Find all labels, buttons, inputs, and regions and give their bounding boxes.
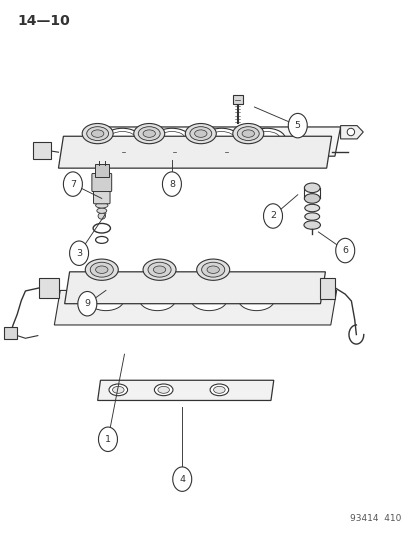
Ellipse shape <box>206 266 219 273</box>
Circle shape <box>63 172 82 196</box>
Text: 6: 6 <box>342 246 347 255</box>
Ellipse shape <box>304 183 319 192</box>
FancyBboxPatch shape <box>92 173 112 191</box>
Circle shape <box>98 427 117 451</box>
Text: 9: 9 <box>84 299 90 308</box>
Polygon shape <box>64 272 325 304</box>
Ellipse shape <box>95 266 108 273</box>
Text: 8: 8 <box>169 180 175 189</box>
FancyBboxPatch shape <box>232 95 243 104</box>
Ellipse shape <box>237 127 259 141</box>
Text: 7: 7 <box>70 180 76 189</box>
Ellipse shape <box>209 384 228 395</box>
Text: 1: 1 <box>105 435 111 444</box>
Polygon shape <box>54 290 336 325</box>
FancyBboxPatch shape <box>93 188 110 204</box>
Ellipse shape <box>138 127 160 141</box>
FancyBboxPatch shape <box>4 327 17 339</box>
Ellipse shape <box>201 262 224 277</box>
Ellipse shape <box>153 128 190 150</box>
Ellipse shape <box>95 203 108 208</box>
Ellipse shape <box>98 213 105 219</box>
Ellipse shape <box>196 259 229 280</box>
Ellipse shape <box>88 288 124 311</box>
Ellipse shape <box>91 130 104 138</box>
Ellipse shape <box>85 259 118 280</box>
Text: 2: 2 <box>269 212 275 221</box>
Ellipse shape <box>154 384 173 395</box>
FancyBboxPatch shape <box>95 164 109 176</box>
Text: 93414  410: 93414 410 <box>349 514 400 523</box>
Ellipse shape <box>143 130 155 138</box>
Ellipse shape <box>303 221 320 229</box>
Ellipse shape <box>202 128 240 150</box>
FancyBboxPatch shape <box>33 142 50 159</box>
Text: 3: 3 <box>76 249 82 258</box>
Ellipse shape <box>248 128 285 150</box>
Ellipse shape <box>347 128 354 136</box>
Circle shape <box>162 172 181 196</box>
Polygon shape <box>340 126 362 139</box>
Circle shape <box>172 467 191 491</box>
Ellipse shape <box>190 127 211 141</box>
Ellipse shape <box>109 384 127 395</box>
Ellipse shape <box>304 204 319 212</box>
Text: 5: 5 <box>294 121 300 130</box>
FancyBboxPatch shape <box>319 278 335 300</box>
Ellipse shape <box>242 130 254 138</box>
Polygon shape <box>97 380 273 400</box>
Ellipse shape <box>232 124 263 144</box>
Ellipse shape <box>238 288 274 311</box>
Ellipse shape <box>90 262 113 277</box>
Ellipse shape <box>194 130 206 138</box>
Ellipse shape <box>147 262 171 277</box>
Ellipse shape <box>97 208 107 213</box>
Ellipse shape <box>143 259 176 280</box>
Circle shape <box>335 238 354 263</box>
Ellipse shape <box>185 124 216 144</box>
Circle shape <box>78 292 97 316</box>
Ellipse shape <box>139 288 175 311</box>
Text: 14—10: 14—10 <box>17 14 70 28</box>
FancyBboxPatch shape <box>39 278 59 298</box>
Ellipse shape <box>133 124 164 144</box>
Ellipse shape <box>190 288 227 311</box>
Ellipse shape <box>104 128 141 150</box>
Ellipse shape <box>153 266 165 273</box>
Ellipse shape <box>157 386 169 393</box>
Circle shape <box>263 204 282 228</box>
Ellipse shape <box>82 124 113 144</box>
Ellipse shape <box>304 213 319 220</box>
Ellipse shape <box>86 127 108 141</box>
Circle shape <box>287 114 306 138</box>
Ellipse shape <box>112 386 124 393</box>
Polygon shape <box>58 136 331 168</box>
Ellipse shape <box>304 193 319 203</box>
Text: 4: 4 <box>179 475 185 483</box>
Ellipse shape <box>213 386 225 393</box>
Polygon shape <box>87 127 340 156</box>
Circle shape <box>69 241 88 265</box>
